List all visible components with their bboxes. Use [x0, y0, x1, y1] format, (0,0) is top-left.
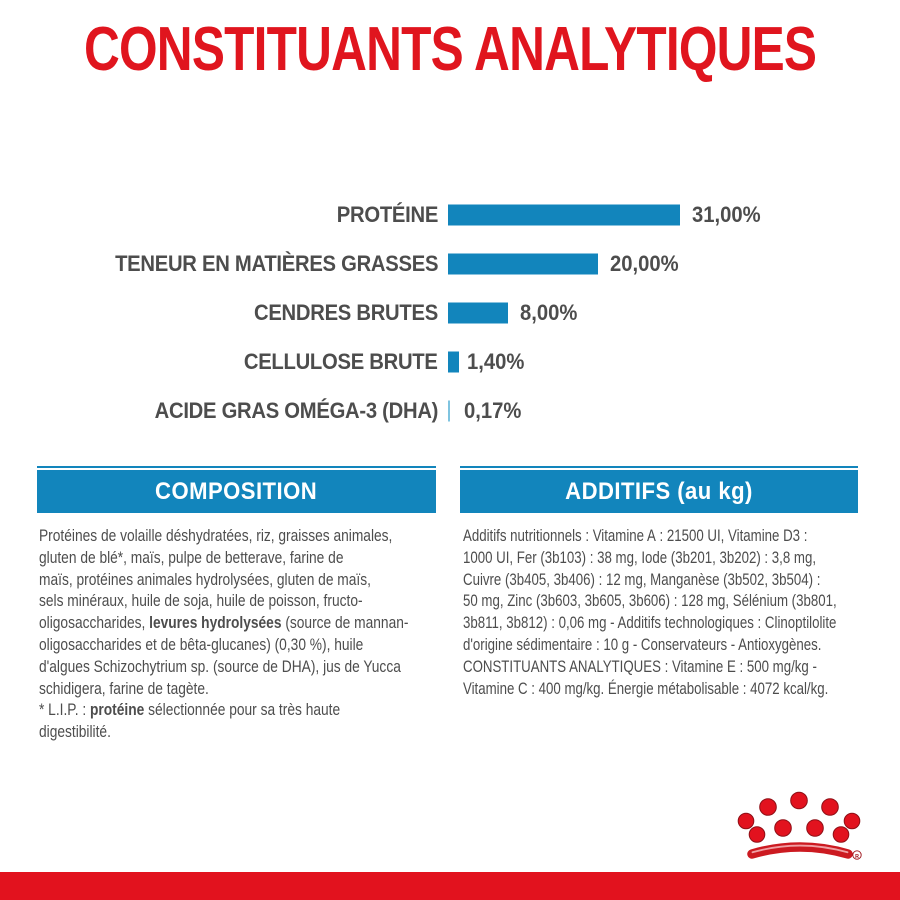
svg-text:R: R: [855, 854, 859, 860]
